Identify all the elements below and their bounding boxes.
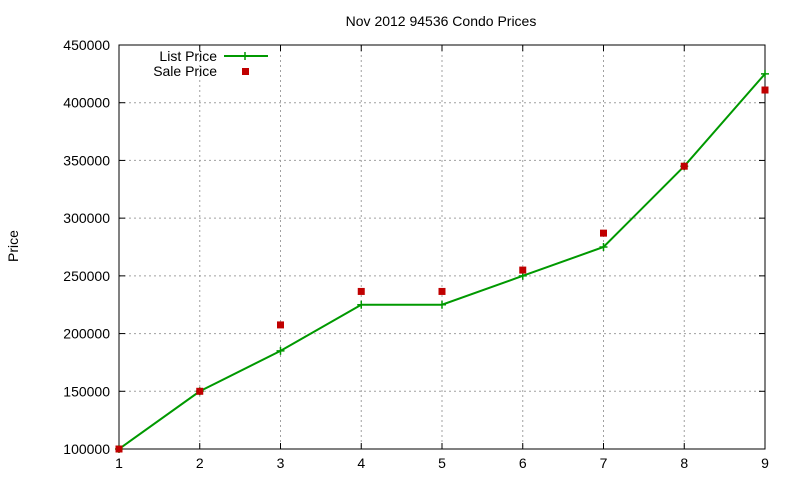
axis-ticks: 1 2 3 4 5 6 7 8 9 100000 150000 200000 250000 300000 3… — [63, 37, 769, 471]
data-point-list-price — [357, 300, 366, 309]
y-tick-label: 150000 — [63, 383, 110, 399]
data-point-sale-price — [438, 287, 446, 295]
x-tick-label: 4 — [357, 455, 365, 471]
legend-marker-sale-price — [242, 68, 249, 75]
x-tick-label: 1 — [115, 455, 123, 471]
x-tick-label: 3 — [277, 455, 285, 471]
data-point-sale-price — [600, 229, 607, 237]
data-point-list-price — [276, 346, 285, 355]
y-tick-label: 100000 — [63, 441, 110, 457]
legend-marker-list-price — [241, 52, 249, 60]
y-tick-label: 300000 — [63, 210, 110, 226]
x-tick-label: 8 — [680, 455, 688, 471]
x-tick-label: 2 — [196, 455, 204, 471]
y-tick-label: 450000 — [63, 37, 110, 53]
x-tick-label: 7 — [600, 455, 608, 471]
data-point-sale-price — [277, 321, 284, 329]
data-point-sale-price — [196, 387, 204, 395]
data-point-sale-price — [680, 162, 688, 170]
data-point-sale-price — [761, 86, 769, 94]
legend: List Price Sale Price — [153, 48, 268, 79]
x-tick-label: 5 — [438, 455, 446, 471]
data-point-sale-price — [357, 287, 365, 295]
y-tick-label: 350000 — [63, 152, 110, 168]
legend-label-sale-price: Sale Price — [153, 63, 217, 79]
chart-title: Nov 2012 94536 Condo Prices — [346, 13, 537, 29]
data-point-sale-price — [115, 445, 123, 453]
x-tick-label: 6 — [519, 455, 527, 471]
data-point-list-price — [761, 69, 769, 78]
data-point-list-price — [599, 243, 608, 251]
grid-lines — [119, 45, 765, 449]
legend-label-list-price: List Price — [159, 48, 217, 64]
y-axis-label: Price — [5, 230, 21, 262]
x-tick-label: 9 — [761, 455, 769, 471]
y-tick-label: 250000 — [63, 268, 110, 284]
y-tick-label: 400000 — [63, 95, 110, 111]
series-layer — [115, 69, 769, 453]
data-point-list-price — [438, 300, 446, 309]
data-point-sale-price — [519, 266, 527, 274]
y-tick-label: 200000 — [63, 326, 110, 342]
